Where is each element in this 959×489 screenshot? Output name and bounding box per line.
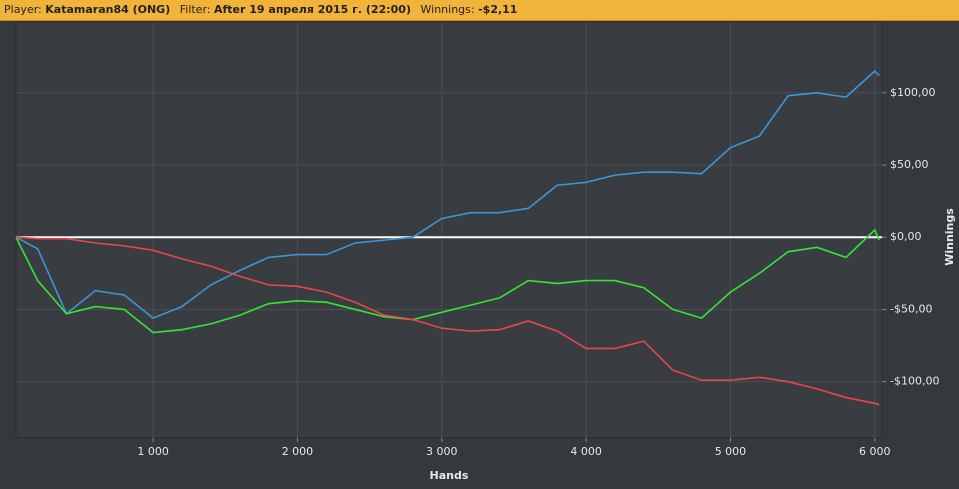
winnings-label: Winnings: <box>420 3 475 16</box>
y-axis-label: Winnings <box>943 208 956 266</box>
winnings: -$2,11 <box>478 3 518 16</box>
x-tick-label: 5 000 <box>715 445 747 458</box>
y-tick-label: $100,00 <box>890 86 936 99</box>
y-tick-label: $0,00 <box>890 230 922 243</box>
filter-label: Filter: <box>179 3 211 16</box>
filter: After 19 апреля 2015 г. (22:00) <box>214 3 411 16</box>
x-tick-label: 1 000 <box>137 445 169 458</box>
series-line <box>15 236 880 406</box>
y-tick-label: $50,00 <box>890 158 929 171</box>
x-axis-label: Hands <box>430 469 469 482</box>
series-line <box>15 228 880 334</box>
series-line <box>15 70 880 320</box>
x-tick-label: 3 000 <box>426 445 458 458</box>
player: Katamaran84 (ONG) <box>45 3 171 16</box>
player-label: Player: <box>4 3 42 16</box>
y-tick-label: -$50,00 <box>890 302 932 315</box>
x-tick-label: 4 000 <box>570 445 602 458</box>
y-tick-label: -$100,00 <box>890 375 939 388</box>
header-bar: Player: Katamaran84 (ONG) Filter: After … <box>0 0 959 21</box>
x-tick-label: 2 000 <box>282 445 314 458</box>
x-tick-label: 6 000 <box>859 445 891 458</box>
plot-area <box>15 21 883 439</box>
